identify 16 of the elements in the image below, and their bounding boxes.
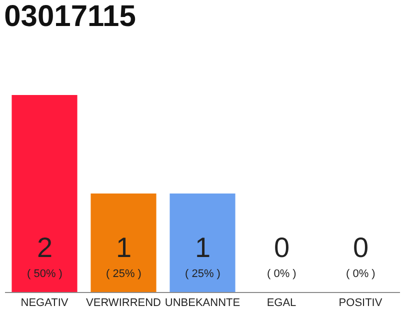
x-tick-label: POSITIV: [338, 297, 383, 310]
x-tick-label: VERWIRREND: [86, 297, 162, 310]
data-label: 0: [274, 232, 290, 263]
x-tick-label: EGAL: [266, 297, 296, 310]
data-label: 1: [195, 232, 211, 263]
x-tick-label: UNBEKANNTE: [164, 297, 240, 310]
data-label: 0: [353, 232, 369, 263]
annotation: ( 25% ): [106, 268, 142, 280]
annotation: ( 50% ): [27, 268, 62, 280]
annotation: ( 0% ): [346, 268, 376, 280]
annotation: ( 0% ): [267, 268, 296, 280]
data-label: 2: [37, 232, 53, 263]
annotation: ( 25% ): [185, 268, 220, 280]
data-label: 1: [116, 232, 132, 263]
x-tick-label: NEGATIV: [20, 297, 69, 310]
chart-title: 03017115: [4, 0, 136, 33]
